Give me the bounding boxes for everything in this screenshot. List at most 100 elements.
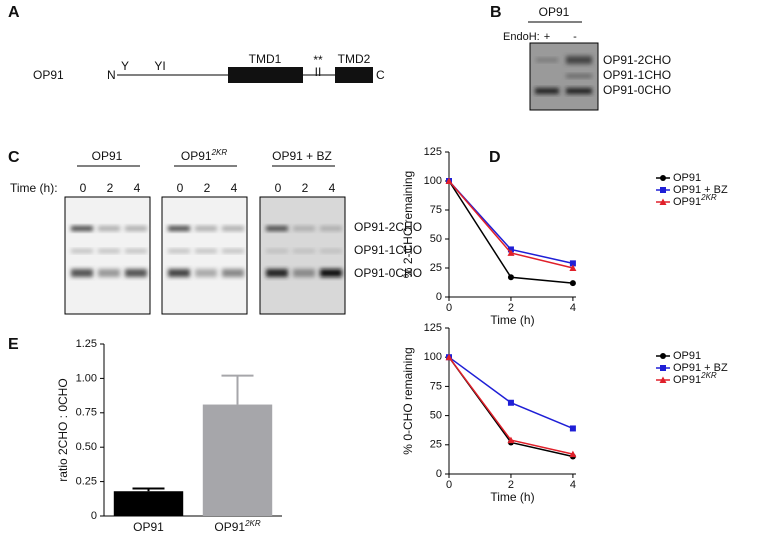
legend-label: OP912KR	[673, 371, 717, 386]
point	[507, 274, 514, 281]
y-axis-label: ratio 2CHO : 0CHO	[56, 378, 70, 481]
point	[660, 365, 666, 371]
tmd-box	[335, 67, 373, 83]
y-tick-label: 1.25	[76, 338, 97, 350]
band	[320, 249, 342, 253]
x-tick-label: 0	[446, 479, 452, 491]
series-line	[448, 356, 574, 430]
time-tick: 2	[204, 181, 211, 195]
y-tick-label: 125	[424, 322, 442, 334]
band	[293, 249, 315, 253]
band-label: OP91-2CHO	[603, 53, 671, 67]
lane-label: -	[573, 31, 577, 43]
panel-label: A	[8, 4, 20, 21]
panel-label: B	[490, 4, 502, 21]
x-axis-label: Time (h)	[490, 490, 534, 504]
band	[195, 249, 217, 253]
group-label: OP912KR	[181, 148, 227, 164]
band	[125, 269, 147, 277]
point	[569, 260, 576, 267]
panel-label: C	[8, 149, 20, 166]
x-tick-label: OP912KR	[214, 519, 260, 535]
y-tick-label: 50	[430, 410, 442, 422]
gel	[161, 196, 248, 315]
error-bar	[132, 487, 165, 492]
band	[320, 226, 342, 231]
group-label-base: OP91 + BZ	[272, 149, 332, 163]
group-label: OP91 + BZ	[272, 149, 332, 163]
group-label-sup: 2KR	[211, 148, 228, 157]
x-axis-label: Time (h)	[490, 313, 534, 327]
band-label: OP91-1CHO	[603, 68, 671, 82]
legend-label-base: OP91	[673, 172, 701, 184]
panel-label: D	[489, 149, 501, 166]
point	[569, 425, 576, 432]
band-label: OP91-1CHO	[354, 243, 422, 257]
y-tick-label: 75	[430, 380, 442, 392]
band	[98, 226, 120, 231]
bar	[113, 491, 184, 516]
point	[660, 353, 666, 359]
y-tick-label: 1.00	[76, 372, 97, 384]
y-tick-label: 0	[91, 510, 97, 522]
time-tick: 0	[177, 181, 184, 195]
y-tick-label: 125	[424, 146, 442, 158]
band	[266, 226, 288, 231]
legend-label: OP91 + BZ	[673, 184, 728, 196]
band-label: OP91-0CHO	[603, 83, 671, 97]
x-tick-label: 2	[508, 479, 514, 491]
band	[98, 249, 120, 253]
x-tick-label: 4	[570, 302, 576, 314]
y-tick-label: 0.50	[76, 441, 97, 453]
point	[569, 264, 577, 271]
band	[266, 249, 288, 253]
y-tick-label: 50	[430, 233, 442, 245]
time-tick: 2	[302, 181, 309, 195]
y-tick-label: 25	[430, 262, 442, 274]
tmd-label: TMD2	[338, 52, 371, 66]
x-tick-label: 4	[570, 479, 576, 491]
band	[168, 226, 190, 231]
y-tick-label: 0	[436, 468, 442, 480]
x-tick-label: 0	[446, 302, 452, 314]
band	[98, 269, 120, 277]
y-tick-label: 100	[424, 175, 442, 187]
point	[659, 376, 667, 383]
band	[266, 269, 288, 277]
point	[507, 436, 515, 444]
legend-label-sup: 2KR	[700, 371, 717, 380]
time-tick: 4	[231, 181, 238, 195]
band	[222, 226, 244, 231]
band	[293, 226, 315, 231]
mutation-marks: II	[315, 65, 322, 79]
gel	[259, 196, 346, 315]
y-tick-label: 0	[436, 291, 442, 303]
point	[445, 177, 453, 184]
legend-label-base: OP91 + BZ	[673, 184, 728, 196]
group-label: OP91	[92, 149, 123, 163]
panel-label: E	[8, 336, 19, 353]
band	[222, 269, 244, 277]
x-tick-label: OP91	[133, 520, 164, 534]
y-tick-label: 0.75	[76, 407, 97, 419]
mutations: **	[313, 53, 323, 67]
band	[195, 269, 217, 277]
band-label: OP91-0CHO	[354, 266, 422, 280]
bar	[202, 404, 273, 516]
time-tick: 4	[329, 181, 336, 195]
tmd-label: TMD1	[249, 52, 282, 66]
point	[660, 175, 666, 181]
y-tick-label: 100	[424, 351, 442, 363]
legend-label-base: OP91	[673, 350, 701, 362]
x-tick-label-base: OP91	[133, 520, 164, 534]
band	[222, 249, 244, 253]
series-line	[448, 180, 573, 284]
legend-label-base: OP91	[673, 374, 701, 386]
y-tick-label: 75	[430, 204, 442, 216]
lane-label: +	[544, 31, 550, 43]
x-tick-label: 2	[508, 302, 514, 314]
y-tick-label: 25	[430, 439, 442, 451]
time-tick: 4	[134, 181, 141, 195]
